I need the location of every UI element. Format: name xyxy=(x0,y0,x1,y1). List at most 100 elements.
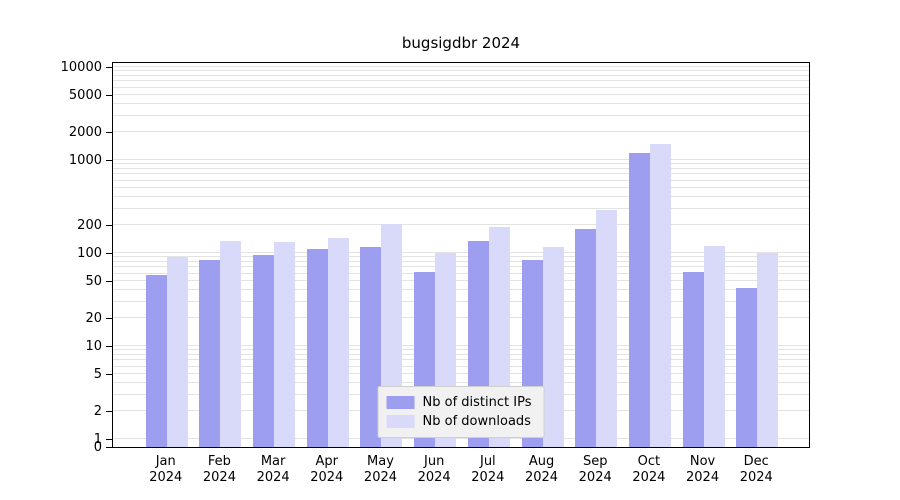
grid-line xyxy=(113,159,809,160)
y-tick-mark xyxy=(106,373,112,375)
grid-line xyxy=(113,70,809,72)
y-tick-label: 200 xyxy=(77,218,102,233)
y-tick-mark xyxy=(106,346,112,347)
grid-line xyxy=(113,86,809,88)
x-tick-label: Oct 2024 xyxy=(619,454,679,486)
y-tick-label: 100 xyxy=(77,246,102,261)
x-tick-year: 2024 xyxy=(310,470,344,485)
x-tick-label: Feb 2024 xyxy=(189,454,249,486)
grid-line xyxy=(113,382,809,384)
y-tick-label: 2000 xyxy=(68,125,102,140)
grid-line xyxy=(113,224,809,226)
y-tick-mark xyxy=(106,439,112,440)
grid-line xyxy=(113,373,809,374)
grid-line xyxy=(113,266,809,268)
y-tick-mark xyxy=(106,280,112,282)
x-tick-year: 2024 xyxy=(417,470,451,485)
y-tick-mark xyxy=(106,132,112,133)
x-tick-year: 2024 xyxy=(578,470,612,485)
grid-line xyxy=(113,354,809,356)
bar-nb-of-downloads xyxy=(704,246,725,447)
y-tick-label: 0 xyxy=(93,440,102,455)
x-tick-label: Sep 2024 xyxy=(565,454,625,486)
y-tick-label: 5000 xyxy=(68,87,102,103)
grid-line xyxy=(113,261,809,263)
grid-line xyxy=(113,289,809,291)
bar-nb-of-distinct-ips xyxy=(307,249,328,447)
grid-line xyxy=(113,75,809,77)
legend-label-distinct-ips: Nb of distinct IPs xyxy=(422,395,532,410)
y-tick-label: 50 xyxy=(85,273,102,289)
grid-line xyxy=(113,163,809,165)
grid-line xyxy=(113,256,809,258)
legend-entry-distinct-ips: Nb of distinct IPs xyxy=(386,393,532,412)
x-tick-year: 2024 xyxy=(202,470,236,485)
bar-nb-of-downloads xyxy=(328,238,349,447)
grid-line xyxy=(113,349,809,351)
grid-line xyxy=(113,103,809,105)
x-tick-year: 2024 xyxy=(256,470,290,485)
x-tick-label: Jan 2024 xyxy=(136,454,196,486)
grid-line xyxy=(113,359,809,361)
bar-nb-of-downloads xyxy=(650,144,671,447)
grid-line xyxy=(113,168,809,170)
bar-nb-of-downloads xyxy=(757,253,778,447)
y-tick-mark xyxy=(106,411,112,412)
x-tick-label: Aug 2024 xyxy=(512,454,572,486)
y-tick-label: 1000 xyxy=(68,153,102,168)
x-tick-year: 2024 xyxy=(524,470,559,485)
legend-entry-downloads: Nb of downloads xyxy=(386,412,532,431)
y-tick-mark xyxy=(106,318,112,319)
bar-nb-of-distinct-ips xyxy=(146,275,167,447)
bar-nb-of-distinct-ips xyxy=(199,260,220,447)
x-tick-label: Jul 2024 xyxy=(458,454,518,486)
grid-line xyxy=(113,365,809,367)
legend: Nb of distinct IPs Nb of downloads xyxy=(377,386,545,438)
bar-nb-of-distinct-ips xyxy=(253,255,274,447)
x-tick-year: 2024 xyxy=(686,470,720,485)
grid-line xyxy=(113,173,809,175)
x-tick-year: 2024 xyxy=(363,470,398,485)
grid-line xyxy=(113,114,809,116)
x-tick-year: 2024 xyxy=(471,470,505,485)
y-tick-mark xyxy=(106,67,112,68)
grid-line xyxy=(113,196,809,198)
grid-line xyxy=(113,438,809,439)
x-tick-label: Apr 2024 xyxy=(297,454,357,486)
grid-line xyxy=(113,345,809,346)
x-tick-label: Mar 2024 xyxy=(243,454,303,486)
y-tick-mark xyxy=(106,447,112,448)
x-tick-label: May 2024 xyxy=(350,454,410,486)
y-tick-label: 10 xyxy=(85,339,102,354)
bar-nb-of-downloads xyxy=(596,210,617,447)
grid-line xyxy=(113,207,809,209)
grid-line xyxy=(113,187,809,188)
y-tick-mark xyxy=(106,160,112,161)
y-tick-label: 20 xyxy=(85,311,102,326)
legend-swatch-downloads xyxy=(386,415,415,428)
grid-line xyxy=(113,66,809,67)
x-tick-label: Nov 2024 xyxy=(673,454,733,486)
grid-line xyxy=(113,252,809,253)
legend-swatch-distinct-ips xyxy=(386,396,415,409)
grid-line xyxy=(113,300,809,302)
x-tick-year: 2024 xyxy=(739,470,773,485)
grid-line xyxy=(113,80,809,82)
grid-line xyxy=(113,179,809,181)
bar-nb-of-downloads xyxy=(543,247,564,447)
chart-title: bugsigdbr 2024 xyxy=(401,34,521,52)
grid-line xyxy=(113,272,809,274)
bar-nb-of-distinct-ips xyxy=(683,272,704,447)
legend-label-downloads: Nb of downloads xyxy=(422,414,531,429)
grid-line xyxy=(113,317,809,319)
x-tick-year: 2024 xyxy=(149,470,183,485)
bar-nb-of-distinct-ips xyxy=(575,229,596,447)
y-tick-label: 5 xyxy=(93,366,102,382)
y-tick-label: 2 xyxy=(93,404,102,419)
bar-nb-of-distinct-ips xyxy=(736,288,757,447)
x-tick-label: Dec 2024 xyxy=(726,454,786,486)
y-tick-label: 10000 xyxy=(60,60,102,75)
bar-nb-of-downloads xyxy=(274,242,295,447)
x-tick-year: 2024 xyxy=(632,470,666,485)
